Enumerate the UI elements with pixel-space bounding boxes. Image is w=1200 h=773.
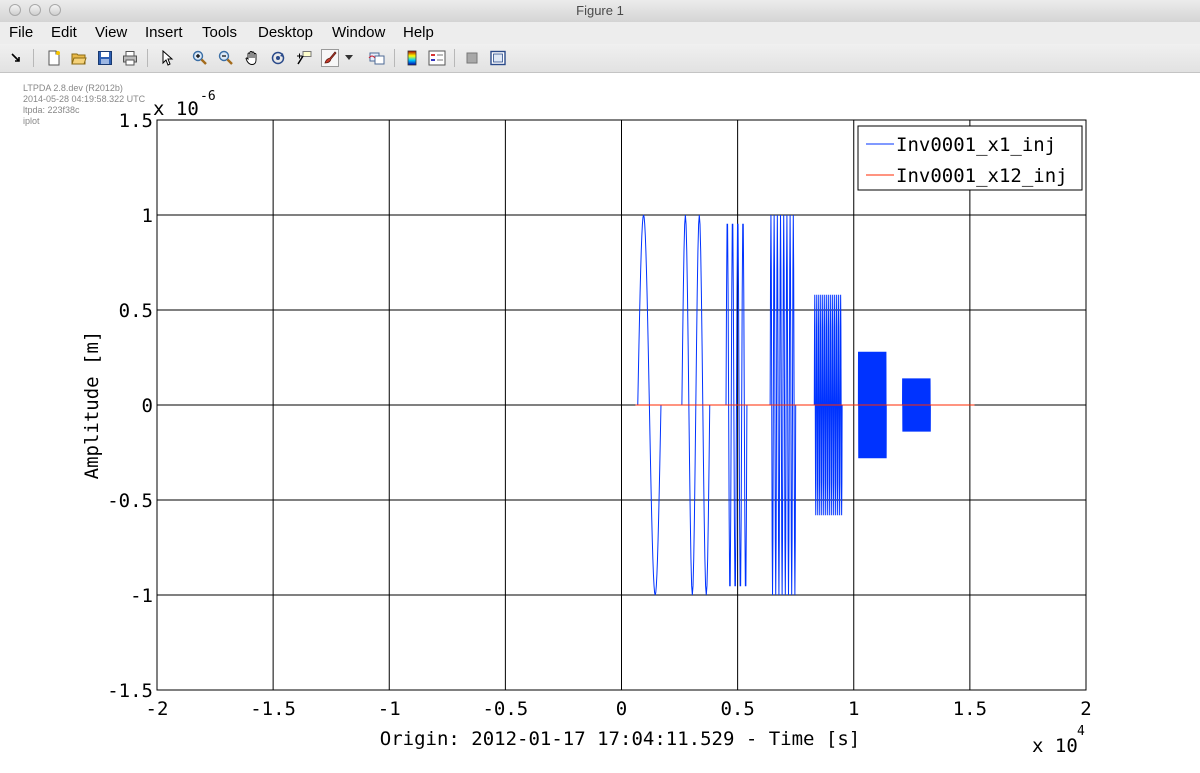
y-tick-label: -1.5 <box>107 680 153 702</box>
colorbar-icon[interactable] <box>403 49 421 67</box>
legend[interactable]: Inv0001_x1_inj Inv0001_x12_inj <box>857 125 1083 191</box>
ltpda-stamp-line: ltpda: 223f38c <box>23 105 80 115</box>
window-title: Figure 1 <box>576 3 624 18</box>
x-tick-label: -0.5 <box>482 698 528 720</box>
series-line-x1 <box>637 214 931 596</box>
close-window-button[interactable] <box>9 4 21 16</box>
figure-toolbar <box>0 44 1200 73</box>
x-tick-label: -2 <box>146 698 169 720</box>
print-icon[interactable] <box>121 49 139 67</box>
zoom-out-icon[interactable] <box>217 49 235 67</box>
x-tick-label: 1.5 <box>953 698 987 720</box>
ltpda-stamp-line: 2014-05-28 04:19:58.322 UTC <box>23 94 146 104</box>
x-tick-label: 0.5 <box>720 698 754 720</box>
x-tick-label: 0 <box>616 698 627 720</box>
save-icon[interactable] <box>96 49 114 67</box>
plot-series <box>635 214 975 596</box>
pointer-icon[interactable] <box>158 49 176 67</box>
y-tick-label: 1.5 <box>119 110 153 132</box>
dock-arrow-icon[interactable] <box>7 49 25 67</box>
ltpda-stamp-line: LTPDA 2.8.dev (R2012b) <box>23 83 123 93</box>
window-titlebar: Figure 1 <box>0 0 1200 23</box>
plot-axes[interactable]: -2 -1.5 -1 -0.5 0 0.5 1 1.5 2-1.5-1-0.500.511.5 … <box>0 73 1200 773</box>
y-exponent-label: x 10 <box>153 98 199 120</box>
y-tick-label: 0 <box>142 395 153 417</box>
brush-dropdown-icon[interactable] <box>343 49 355 67</box>
x-tick-label: -1 <box>378 698 401 720</box>
y-tick-label: -1 <box>130 585 153 607</box>
rotate-3d-icon[interactable] <box>269 49 287 67</box>
toolbar-separator <box>33 49 34 67</box>
tick-labels: -2 -1.5 -1 -0.5 0 0.5 1 1.5 2-1.5-1-0.500.511.5 <box>107 110 1091 720</box>
minimize-window-button[interactable] <box>29 4 41 16</box>
x-axis-label: Origin: 2012-01-17 17:04:11.529 - Time [… <box>380 728 860 750</box>
menu-edit[interactable]: Edit <box>51 24 77 41</box>
zoom-in-icon[interactable] <box>191 49 209 67</box>
x-tick-label: 1 <box>848 698 859 720</box>
toolbar-separator <box>147 49 148 67</box>
menu-help[interactable]: Help <box>403 24 434 41</box>
toolbar-separator <box>454 49 455 67</box>
menu-view[interactable]: View <box>95 24 128 41</box>
menu-desktop[interactable]: Desktop <box>258 24 314 41</box>
y-exponent-power: -6 <box>200 89 216 104</box>
y-tick-label: 0.5 <box>119 300 153 322</box>
menu-insert[interactable]: Insert <box>145 24 183 41</box>
legend-label-x12: Inv0001_x12_inj <box>896 165 1068 187</box>
y-tick-label: 1 <box>142 205 153 227</box>
axes-box <box>156 119 1087 691</box>
toolbar-separator <box>394 49 395 67</box>
pan-hand-icon[interactable] <box>243 49 261 67</box>
hide-plot-tools-icon[interactable] <box>463 49 481 67</box>
x-tick-label: -1.5 <box>250 698 296 720</box>
zoom-window-button[interactable] <box>49 4 61 16</box>
open-file-icon[interactable] <box>70 49 88 67</box>
ltpda-stamp-line: iplot <box>23 116 40 126</box>
legend-box <box>857 125 1083 191</box>
show-plot-tools-icon[interactable] <box>489 49 507 67</box>
menu-window[interactable]: Window <box>332 24 386 41</box>
menu-bar: File Edit View Insert Tools Desktop Wind… <box>0 22 1200 45</box>
legend-icon[interactable] <box>428 49 446 67</box>
link-plot-icon[interactable] <box>368 49 386 67</box>
y-tick-label: -0.5 <box>107 490 153 512</box>
data-cursor-icon[interactable] <box>295 49 313 67</box>
x-tick-label: 2 <box>1080 698 1091 720</box>
x-exponent-label: x 10 <box>1032 735 1078 757</box>
y-axis-label: Amplitude [m] <box>81 331 103 480</box>
legend-label-x1: Inv0001_x1_inj <box>896 134 1056 156</box>
menu-file[interactable]: File <box>9 24 34 41</box>
x-exponent-power: 4 <box>1077 724 1085 739</box>
new-figure-icon[interactable] <box>45 49 63 67</box>
menu-tools[interactable]: Tools <box>202 24 238 41</box>
figure-canvas[interactable]: LTPDA 2.8.dev (R2012b) 2014-05-28 04:19:… <box>0 73 1200 773</box>
brush-icon[interactable] <box>321 49 339 67</box>
